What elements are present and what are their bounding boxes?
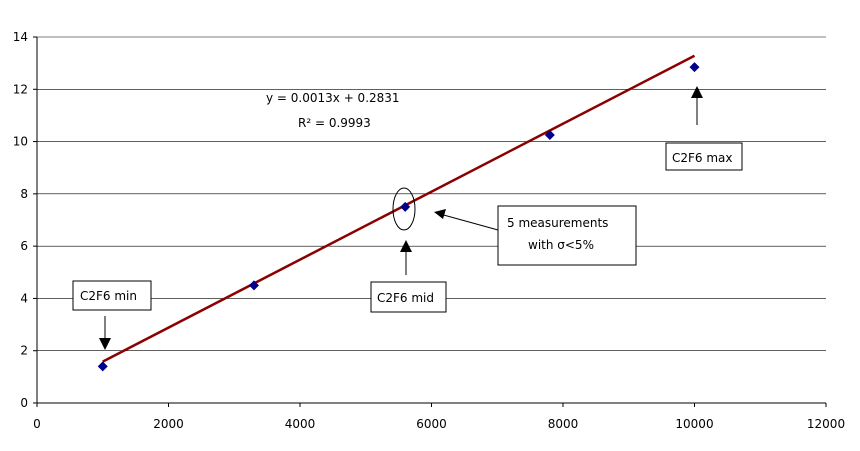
callout-min-label: C2F6 min	[80, 289, 137, 303]
y-tick-label-6: 12	[13, 82, 28, 96]
callout-note-line1: 5 measurements	[507, 216, 608, 230]
y-tick-label-7: 14	[13, 30, 28, 44]
callout-note-arrowhead	[434, 209, 446, 219]
data-points	[97, 62, 700, 372]
y-tick-label-2: 4	[20, 291, 28, 305]
callout-min: C2F6 min	[72, 280, 152, 350]
callout-max-arrowhead	[691, 86, 703, 98]
callout-note-box	[497, 205, 637, 266]
x-tick-label-3: 6000	[416, 417, 447, 431]
x-tick-label-1: 2000	[153, 417, 184, 431]
callout-max-label: C2F6 max	[672, 151, 733, 165]
callout-mid-arrowhead	[400, 240, 412, 252]
data-point-2	[400, 201, 411, 212]
y-tick-label-4: 8	[20, 187, 28, 201]
grid-lines	[37, 36, 826, 352]
y-tick-label-3: 6	[20, 239, 28, 253]
x-tick-label-0: 0	[33, 417, 41, 431]
x-tick-label-5: 10000	[675, 417, 713, 431]
callout-note: 5 measurements with σ<5%	[434, 205, 637, 266]
callout-max: C2F6 max	[665, 86, 743, 171]
data-point-3	[544, 130, 555, 141]
trendline-equation: y = 0.0013x + 0.2831	[266, 91, 400, 105]
axes	[33, 36, 827, 407]
trendline-path	[102, 54, 696, 363]
data-point-4	[689, 62, 700, 73]
callout-mid: C2F6 mid	[370, 187, 447, 313]
trendline	[102, 54, 696, 363]
y-tick-label-0: 0	[20, 396, 28, 410]
callout-max-box	[665, 142, 743, 171]
callout-mid-box	[370, 281, 447, 313]
y-tick-label-5: 10	[13, 135, 28, 149]
callout-min-arrowhead	[99, 338, 111, 350]
y-tick-labels: 0 2 4 6 8 10 12 14	[13, 30, 28, 410]
trendline-r-squared: R² = 0.9993	[298, 116, 371, 130]
callout-note-arrow	[439, 213, 499, 231]
callout-mid-label: C2F6 mid	[377, 291, 434, 305]
callout-min-box	[72, 280, 152, 311]
x-tick-label-6: 12000	[807, 417, 845, 431]
y-tick-label-1: 2	[20, 344, 28, 358]
x-tick-labels: 0 2000 4000 6000 8000 10000 12000	[33, 417, 845, 431]
data-point-1	[248, 280, 259, 291]
x-tick-label-2: 4000	[285, 417, 316, 431]
mid-point-ellipse	[392, 187, 416, 231]
callout-note-line2: with σ<5%	[528, 238, 594, 252]
data-point-0	[97, 361, 108, 372]
x-tick-label-4: 8000	[548, 417, 579, 431]
